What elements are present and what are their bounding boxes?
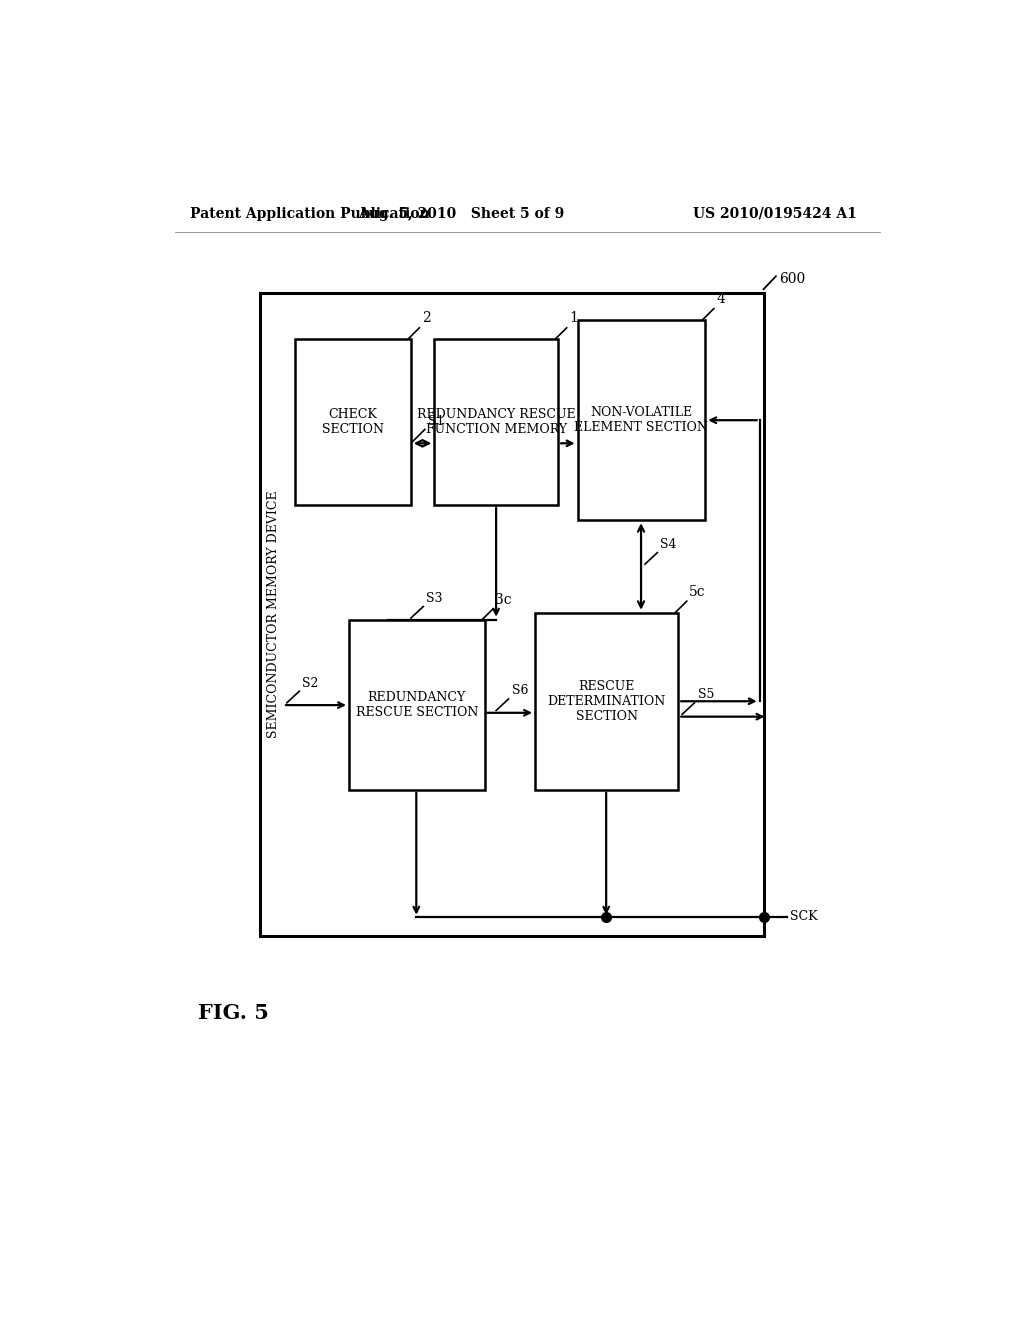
Bar: [295, 339, 411, 506]
Text: S5: S5: [697, 688, 714, 701]
Bar: [434, 339, 558, 506]
Text: SCK: SCK: [790, 911, 817, 924]
Text: S1: S1: [428, 414, 444, 428]
Text: 2: 2: [422, 312, 430, 326]
Text: REDUNDANCY RESCUE
FUNCTION MEMORY: REDUNDANCY RESCUE FUNCTION MEMORY: [417, 408, 575, 436]
Bar: [535, 612, 678, 789]
Text: 3c: 3c: [496, 593, 512, 607]
Bar: [260, 293, 764, 936]
Text: 600: 600: [779, 272, 805, 285]
Text: 4: 4: [716, 292, 725, 306]
Text: 1: 1: [569, 312, 578, 326]
Text: FIG. 5: FIG. 5: [198, 1003, 268, 1023]
Text: Aug. 5, 2010   Sheet 5 of 9: Aug. 5, 2010 Sheet 5 of 9: [358, 207, 564, 220]
Text: SEMICONDUCTOR MEMORY DEVICE: SEMICONDUCTOR MEMORY DEVICE: [267, 491, 281, 738]
Text: 5c: 5c: [689, 585, 706, 599]
Text: RESCUE
DETERMINATION
SECTION: RESCUE DETERMINATION SECTION: [548, 680, 666, 723]
Text: REDUNDANCY
RESCUE SECTION: REDUNDANCY RESCUE SECTION: [355, 692, 478, 719]
Text: CHECK
SECTION: CHECK SECTION: [322, 408, 384, 436]
Text: US 2010/0195424 A1: US 2010/0195424 A1: [692, 207, 856, 220]
Text: S6: S6: [512, 684, 528, 697]
Text: S3: S3: [426, 591, 442, 605]
Bar: [578, 321, 706, 520]
Text: NON-VOLATILE
ELEMENT SECTION: NON-VOLATILE ELEMENT SECTION: [574, 407, 709, 434]
Bar: [349, 620, 484, 789]
Text: Patent Application Publication: Patent Application Publication: [190, 207, 430, 220]
Text: S4: S4: [660, 539, 677, 552]
Text: S2: S2: [302, 677, 318, 689]
